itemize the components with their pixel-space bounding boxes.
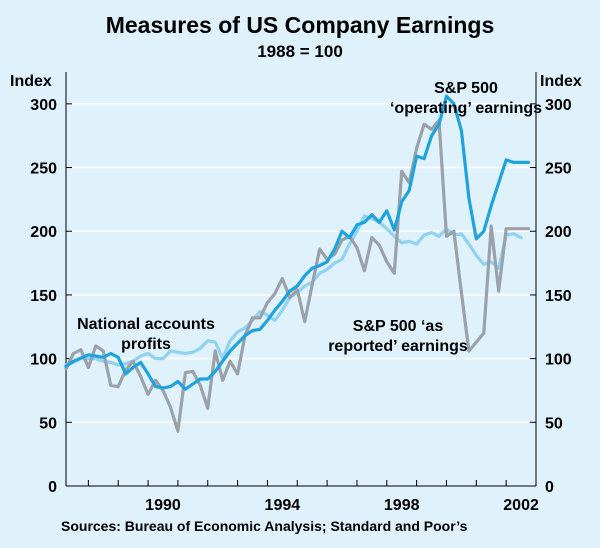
y-tick-label-left: 0	[48, 479, 57, 496]
y-tick-label-right: 300	[545, 97, 572, 114]
x-tick-label: 1998	[384, 497, 420, 514]
annotation-sp500_reported: reported’ earnings	[328, 338, 468, 355]
y-tick-label-right: 0	[545, 479, 554, 496]
x-tick-label: 2002	[503, 497, 539, 514]
y-tick-label-right: 200	[545, 224, 572, 241]
y-tick-label-right: 150	[545, 288, 572, 305]
y-tick-label-left: 50	[39, 415, 57, 432]
chart-subtitle: 1988 = 100	[257, 42, 343, 61]
chart-title: Measures of US Company Earnings	[105, 12, 495, 38]
series-line-sp500-reported	[64, 118, 531, 433]
annotation-sp500_reported: S&P 500 ‘as	[353, 318, 444, 335]
source-note: Sources: Bureau of Economic Analysis; St…	[61, 518, 468, 534]
y-axis-label-left: Index	[10, 73, 52, 90]
annotation-national_accounts: National accounts	[77, 316, 215, 333]
y-tick-label-left: 100	[30, 352, 57, 369]
annotation-sp500_operating: S&P 500	[434, 80, 498, 97]
x-tick-label: 1994	[265, 497, 301, 514]
annotation-national_accounts: profits	[121, 336, 171, 353]
y-tick-label-right: 100	[545, 352, 572, 369]
y-axis-label-right: Index	[540, 73, 582, 90]
y-tick-label-left: 150	[30, 288, 57, 305]
x-tick-label: 1990	[145, 497, 181, 514]
y-tick-label-left: 250	[30, 161, 57, 178]
y-tick-label-left: 300	[30, 97, 57, 114]
y-tick-label-left: 200	[30, 224, 57, 241]
series-line-sp500-operating	[64, 94, 531, 391]
y-tick-label-right: 50	[545, 415, 563, 432]
y-tick-label-right: 250	[545, 161, 572, 178]
annotation-sp500_operating: ‘operating’ earnings	[390, 100, 542, 117]
